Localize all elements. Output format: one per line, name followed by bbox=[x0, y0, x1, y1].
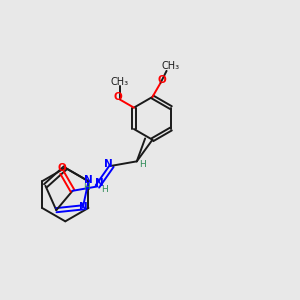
Text: N: N bbox=[84, 175, 93, 185]
Text: O: O bbox=[58, 163, 67, 173]
Text: H: H bbox=[140, 160, 146, 169]
Text: CH₃: CH₃ bbox=[111, 76, 129, 87]
Text: N: N bbox=[94, 178, 103, 188]
Text: O: O bbox=[158, 75, 167, 85]
Text: N: N bbox=[104, 159, 113, 169]
Text: H: H bbox=[101, 185, 108, 194]
Text: CH₃: CH₃ bbox=[162, 61, 180, 71]
Text: O: O bbox=[114, 92, 123, 102]
Text: H: H bbox=[84, 183, 90, 192]
Text: N: N bbox=[79, 202, 87, 212]
